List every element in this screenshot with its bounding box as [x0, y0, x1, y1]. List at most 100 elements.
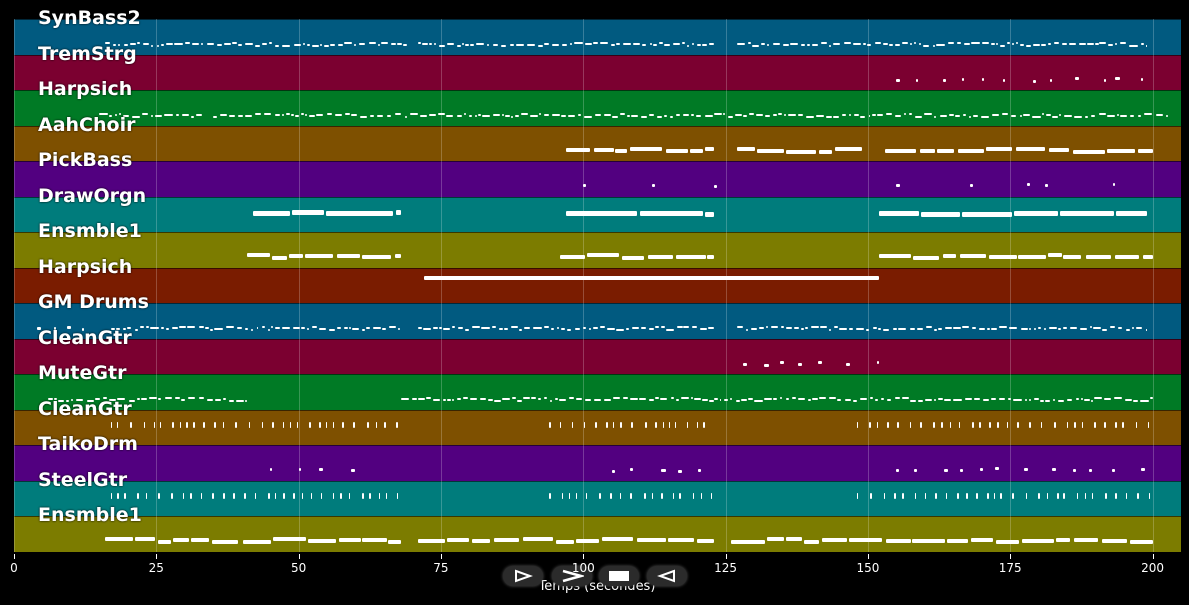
- note: [256, 327, 259, 330]
- note: [502, 398, 510, 401]
- note: [1008, 398, 1012, 401]
- note: [150, 45, 154, 47]
- note: [275, 327, 281, 330]
- note: [95, 398, 101, 401]
- note: [959, 254, 986, 259]
- note: [1145, 45, 1148, 47]
- note: [267, 329, 270, 332]
- note: [615, 329, 624, 332]
- note: [1029, 328, 1032, 331]
- note: [145, 492, 148, 499]
- note: [661, 469, 666, 473]
- note: [103, 397, 108, 400]
- note: [198, 397, 204, 400]
- note: [610, 44, 615, 46]
- note: [748, 398, 753, 401]
- note: [334, 114, 343, 117]
- note: [110, 328, 116, 331]
- note: [404, 116, 408, 119]
- note: [375, 421, 378, 428]
- note: [758, 327, 764, 330]
- x-tick-label: 25: [148, 561, 164, 575]
- note: [568, 492, 571, 499]
- track-label: SteelGtr: [38, 468, 128, 491]
- back-button[interactable]: [647, 566, 687, 586]
- note: [187, 326, 195, 329]
- play-button[interactable]: [503, 566, 543, 586]
- note: [1056, 538, 1071, 543]
- note: [261, 326, 265, 329]
- note: [691, 114, 694, 117]
- note: [292, 327, 300, 330]
- note: [397, 43, 403, 45]
- note: [419, 115, 427, 118]
- note: [512, 397, 517, 400]
- note: [526, 44, 536, 46]
- note: [318, 328, 326, 331]
- track-row: [14, 409, 1181, 446]
- note: [336, 327, 342, 330]
- note: [118, 44, 121, 46]
- note: [654, 397, 659, 400]
- note: [559, 399, 567, 402]
- note: [439, 327, 443, 330]
- note: [878, 328, 881, 331]
- note: [696, 115, 702, 118]
- stop-button[interactable]: [599, 566, 639, 586]
- note: [153, 421, 156, 428]
- note: [704, 115, 713, 118]
- grid-line: [583, 19, 585, 552]
- note: [1089, 469, 1092, 473]
- note: [848, 114, 852, 117]
- note: [933, 116, 937, 119]
- note: [186, 421, 188, 428]
- note: [872, 327, 878, 330]
- note: [818, 149, 833, 154]
- note: [959, 469, 964, 473]
- note: [1025, 492, 1028, 499]
- note: [233, 492, 235, 499]
- note: [531, 397, 537, 400]
- note: [442, 399, 447, 402]
- note: [254, 492, 257, 499]
- note: [309, 421, 311, 428]
- note: [933, 421, 935, 428]
- note: [957, 42, 961, 44]
- note: [793, 327, 800, 330]
- track-row: [14, 125, 1181, 162]
- note: [992, 114, 1000, 117]
- note: [855, 328, 864, 331]
- note: [105, 42, 111, 44]
- note: [533, 327, 542, 330]
- note: [963, 114, 967, 117]
- note: [734, 114, 742, 117]
- note: [887, 421, 889, 428]
- note: [945, 327, 953, 330]
- note: [475, 115, 477, 118]
- note: [443, 328, 450, 331]
- note: [282, 421, 285, 428]
- note: [645, 421, 647, 428]
- note: [237, 115, 244, 118]
- note: [1130, 115, 1135, 118]
- note: [820, 42, 827, 44]
- note: [884, 148, 916, 153]
- note: [181, 399, 186, 402]
- note: [872, 114, 876, 117]
- note: [1044, 400, 1050, 403]
- note: [1079, 328, 1088, 331]
- note: [756, 148, 784, 153]
- track-label: Harpsich: [38, 78, 133, 101]
- note: [991, 398, 997, 401]
- note: [842, 114, 847, 117]
- note: [902, 397, 909, 400]
- note: [676, 255, 706, 260]
- track-row: [14, 303, 1181, 340]
- note: [912, 539, 945, 544]
- note: [315, 114, 324, 117]
- note: [338, 538, 361, 543]
- forward-button[interactable]: [552, 566, 592, 586]
- note: [269, 42, 273, 44]
- note: [1091, 492, 1094, 499]
- note: [325, 210, 394, 216]
